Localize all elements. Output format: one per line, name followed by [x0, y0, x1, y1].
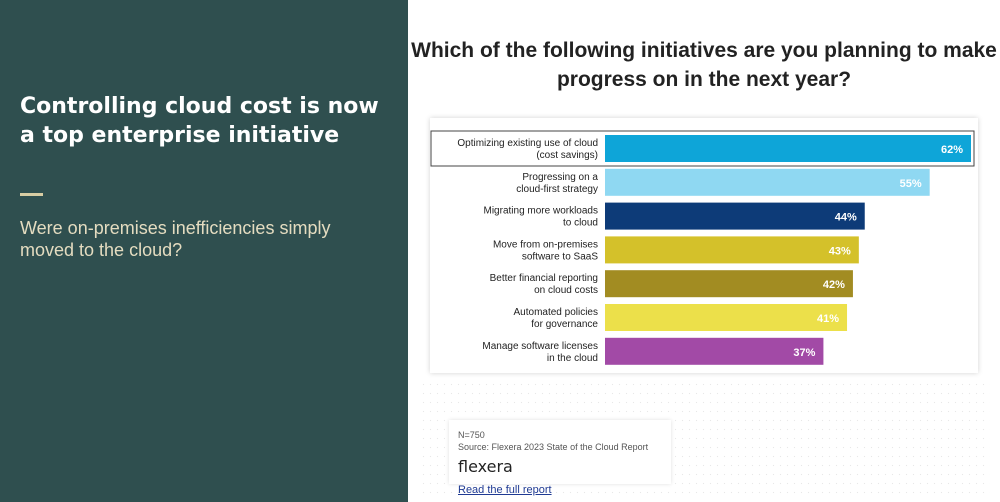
bar — [605, 304, 848, 331]
panel-subtitle: Were on-premises inefficiencies simply m… — [20, 218, 331, 260]
category-label: on cloud costs — [534, 285, 598, 296]
category-label: (cost savings) — [536, 150, 598, 161]
category-label: cloud-first strategy — [516, 184, 598, 195]
bar — [605, 337, 824, 365]
source-card — [449, 420, 671, 484]
value-label: 62% — [941, 144, 963, 156]
chart-card: Optimizing existing use of cloud (cost sa… — [430, 118, 978, 373]
category-label: software to SaaS — [522, 251, 598, 262]
read-report-link[interactable]: Read the full report — [458, 484, 552, 496]
highlight-box — [430, 130, 975, 167]
chart-question: Which of the following initiatives are y… — [411, 39, 997, 91]
bar — [605, 236, 859, 264]
left-panel — [0, 0, 408, 502]
category-label: Automated policies — [514, 307, 599, 318]
bar-chart: Optimizing existing use of cloud(cost sa… — [430, 130, 975, 365]
flexera-logo: flexera — [458, 457, 513, 476]
title-divider — [20, 193, 43, 196]
category-label: for governance — [531, 319, 598, 330]
category-label: Optimizing existing use of cloud — [457, 138, 598, 149]
bar — [605, 135, 971, 162]
category-label: to cloud — [563, 218, 598, 229]
category-label: in the cloud — [547, 353, 598, 364]
value-label: 37% — [793, 347, 815, 359]
category-label: Better financial reporting — [490, 273, 598, 284]
category-label: Migrating more workloads — [484, 206, 599, 217]
bar — [605, 270, 853, 298]
bar — [605, 202, 865, 230]
panel-title: Controlling cloud cost is now a top ente… — [20, 94, 379, 148]
value-label: 41% — [817, 313, 839, 325]
bar — [605, 168, 930, 196]
value-label: 44% — [835, 212, 857, 224]
category-label: Manage software licenses — [482, 341, 598, 352]
category-label: Progressing on a — [522, 172, 598, 183]
value-label: 42% — [823, 279, 845, 291]
sample-size: N=750 — [458, 430, 485, 440]
source-citation: Source: Flexera 2023 State of the Cloud … — [458, 442, 649, 452]
value-label: 55% — [900, 178, 922, 190]
category-label: Move from on-premises — [493, 239, 598, 250]
value-label: 43% — [829, 245, 851, 257]
